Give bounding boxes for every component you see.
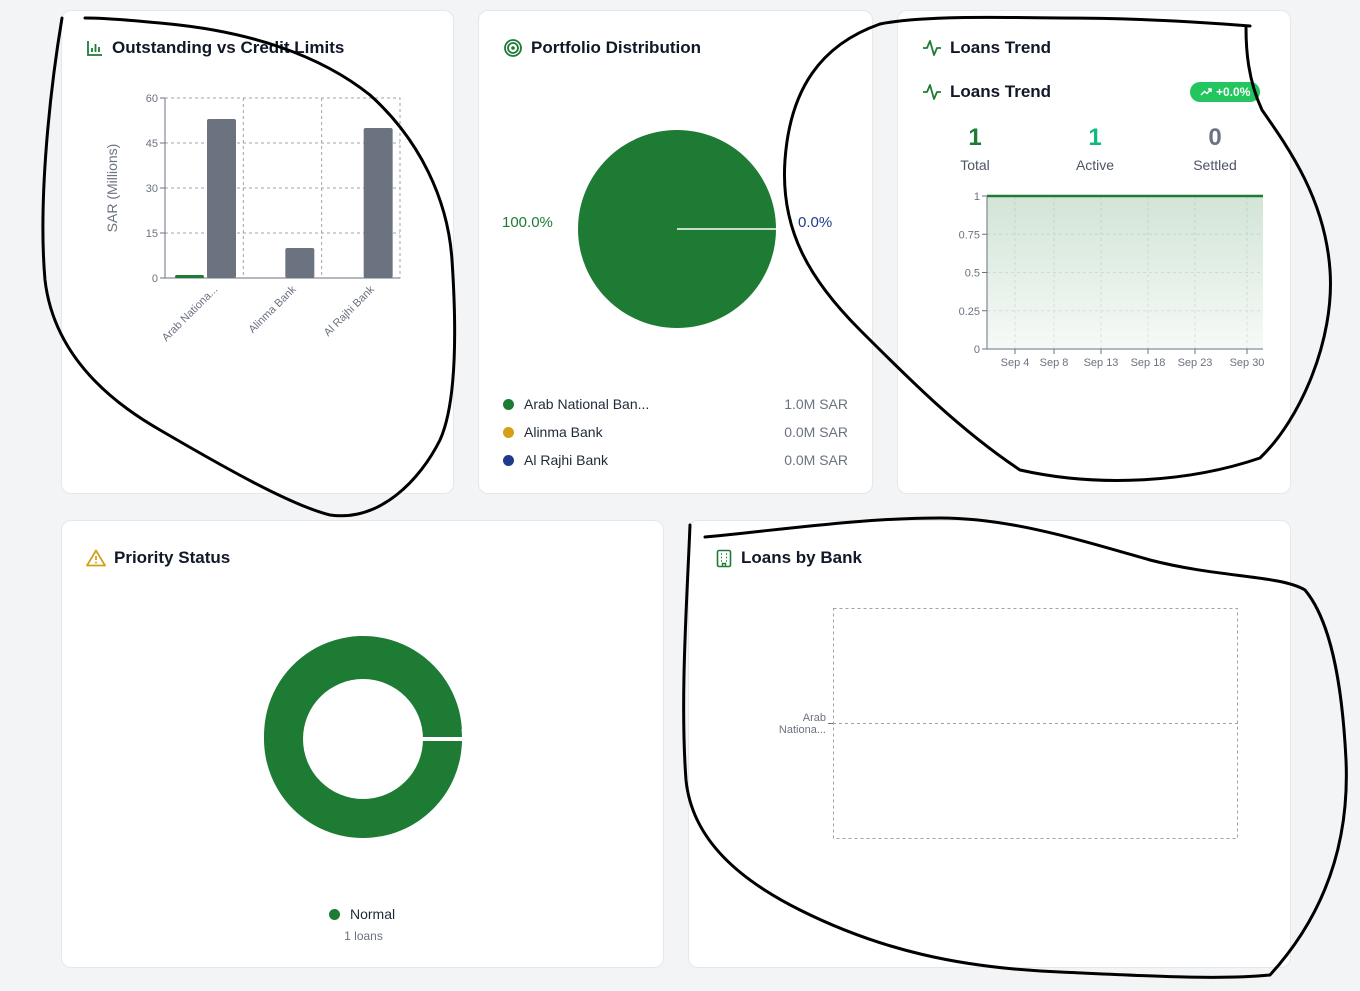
legend-value: 0.0M SAR — [784, 424, 848, 440]
priority-title-text: Priority Status — [114, 548, 231, 567]
x-tick-label: Sep 18 — [1131, 357, 1166, 369]
y-axis-label: SAR (Millions) — [104, 144, 120, 233]
y-tick-label: 45 — [146, 138, 158, 150]
bar-1-0[interactable] — [207, 119, 236, 278]
trend-area-chart: 1 0.75 0.5 0.25 0 Sep 4 Sep 8 Sep 13 Sep 18 Sep 2… — [959, 191, 1265, 369]
warning-triangle-icon — [86, 549, 106, 567]
portfolio-pie-chart — [578, 130, 776, 328]
legend-label: Al Rajhi Bank — [524, 452, 609, 468]
legend-item-normal[interactable]: Normal — [329, 906, 395, 922]
target-icon — [504, 39, 522, 57]
bar-0-0[interactable] — [175, 275, 204, 278]
legend-dot-green — [503, 398, 514, 410]
legend-label: Arab National Ban... — [524, 396, 650, 412]
legend-value: 1.0M SAR — [784, 396, 848, 412]
legend-dot-green — [329, 908, 340, 920]
legend-sublabel: 1 loans — [344, 929, 383, 943]
legend-dot-gold — [503, 426, 514, 438]
category-label-line2: Nationa... — [779, 724, 826, 736]
portfolio-title: Portfolio Distribution — [503, 38, 701, 58]
area-fill — [987, 196, 1263, 349]
y-tick-label: 30 — [146, 183, 158, 195]
y-tick-label: 0.5 — [965, 268, 980, 280]
bybank-bar-chart: Arab Nationa... — [779, 608, 1238, 839]
y-tick-label: 0.75 — [959, 229, 980, 241]
x-tick-label: Alinma Bank — [246, 283, 299, 336]
x-tick-label: Arab Nationa... — [160, 284, 220, 344]
y-tick-label: 0 — [152, 273, 158, 285]
priority-donut-chart — [264, 635, 464, 838]
bar-1-2[interactable] — [363, 128, 393, 278]
x-tick-label: Sep 13 — [1084, 357, 1119, 369]
legend-item-al-rajhi[interactable]: Al Rajhi Bank — [503, 452, 608, 468]
legend-label: Alinma Bank — [524, 424, 603, 440]
x-tick-label: Sep 8 — [1040, 357, 1069, 369]
y-tick-label: 0.25 — [959, 306, 980, 318]
y-tick-label: 15 — [146, 228, 158, 240]
portfolio-title-text: Portfolio Distribution — [531, 38, 701, 57]
bar-1-1[interactable] — [285, 248, 315, 278]
category-label-line1: Arab — [803, 712, 826, 724]
bybank-card: Loans by Bank Arab Nationa... — [688, 520, 1291, 968]
legend-label: Normal — [350, 906, 396, 922]
x-tick-label: Sep 4 — [1001, 357, 1030, 369]
pie-label-left: 100.0% — [502, 214, 553, 231]
portfolio-card: Portfolio Distribution 100.0% 0.0% Arab … — [478, 10, 873, 494]
legend-value: 0.0M SAR — [784, 452, 848, 468]
y-tick-label: 1 — [974, 191, 980, 203]
priority-card: Priority Status Normal 1 loans — [61, 520, 664, 968]
pie-label-right: 0.0% — [798, 214, 833, 231]
legend-dot-navy — [503, 454, 514, 466]
y-tick-label: 60 — [146, 93, 158, 105]
priority-title: Priority Status — [86, 548, 230, 568]
legend-item-arab-national[interactable]: Arab National Ban... — [503, 396, 649, 412]
x-tick-label: Sep 23 — [1178, 357, 1213, 369]
outstanding-card: Outstanding vs Credit Limits 60 45 30 15 0 Ar… — [61, 10, 454, 494]
trend-card: Loans Trend Loans Trend +0.0% 1 Total 1 … — [897, 10, 1291, 494]
x-tick-label: Al Rajhi Bank — [322, 283, 378, 339]
x-tick-label: Sep 30 — [1230, 357, 1265, 369]
legend-item-alinma[interactable]: Alinma Bank — [503, 424, 603, 440]
y-tick-label: 0 — [974, 344, 980, 356]
